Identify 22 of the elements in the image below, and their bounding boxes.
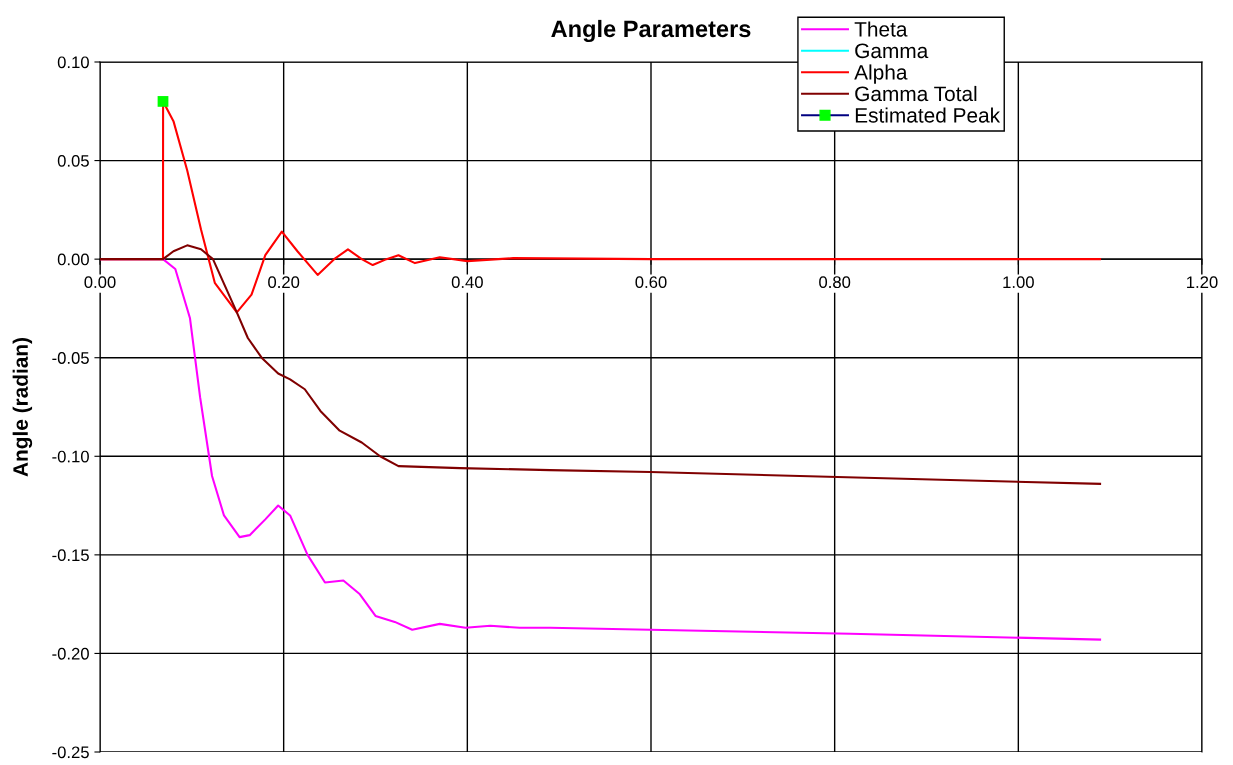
x-tick-label: 0.20 [268, 276, 300, 289]
chart-title: Angle Parameters [551, 19, 751, 42]
y-tick-label: -0.05 [52, 352, 89, 364]
x-tick-label: 1.20 [1187, 276, 1218, 289]
legend-label: Alpha [854, 64, 908, 84]
x-tick-label: 0.00 [84, 276, 116, 289]
y-axis-title: Angle (radian) [12, 338, 33, 477]
x-tick-label: 0.40 [451, 276, 483, 289]
y-tick-label: -0.25 [52, 746, 89, 759]
x-tick-label: 1.00 [1003, 276, 1034, 289]
x-tick-label: 0.60 [635, 276, 667, 289]
y-tick-label: -0.10 [52, 450, 89, 463]
legend-label: Gamma [855, 43, 929, 59]
y-tick-label: -0.15 [52, 549, 89, 562]
legend-label: Gamma Total [855, 85, 977, 102]
legend-label: Estimated Peak [855, 107, 1001, 123]
y-tick-label: 0.10 [57, 56, 89, 69]
y-tick-label: -0.20 [52, 647, 89, 660]
y-tick-label: 0.00 [57, 253, 89, 266]
x-tick-label: 0.80 [819, 276, 851, 289]
legend-label: Theta [854, 21, 908, 37]
y-tick-label: 0.05 [57, 154, 89, 167]
